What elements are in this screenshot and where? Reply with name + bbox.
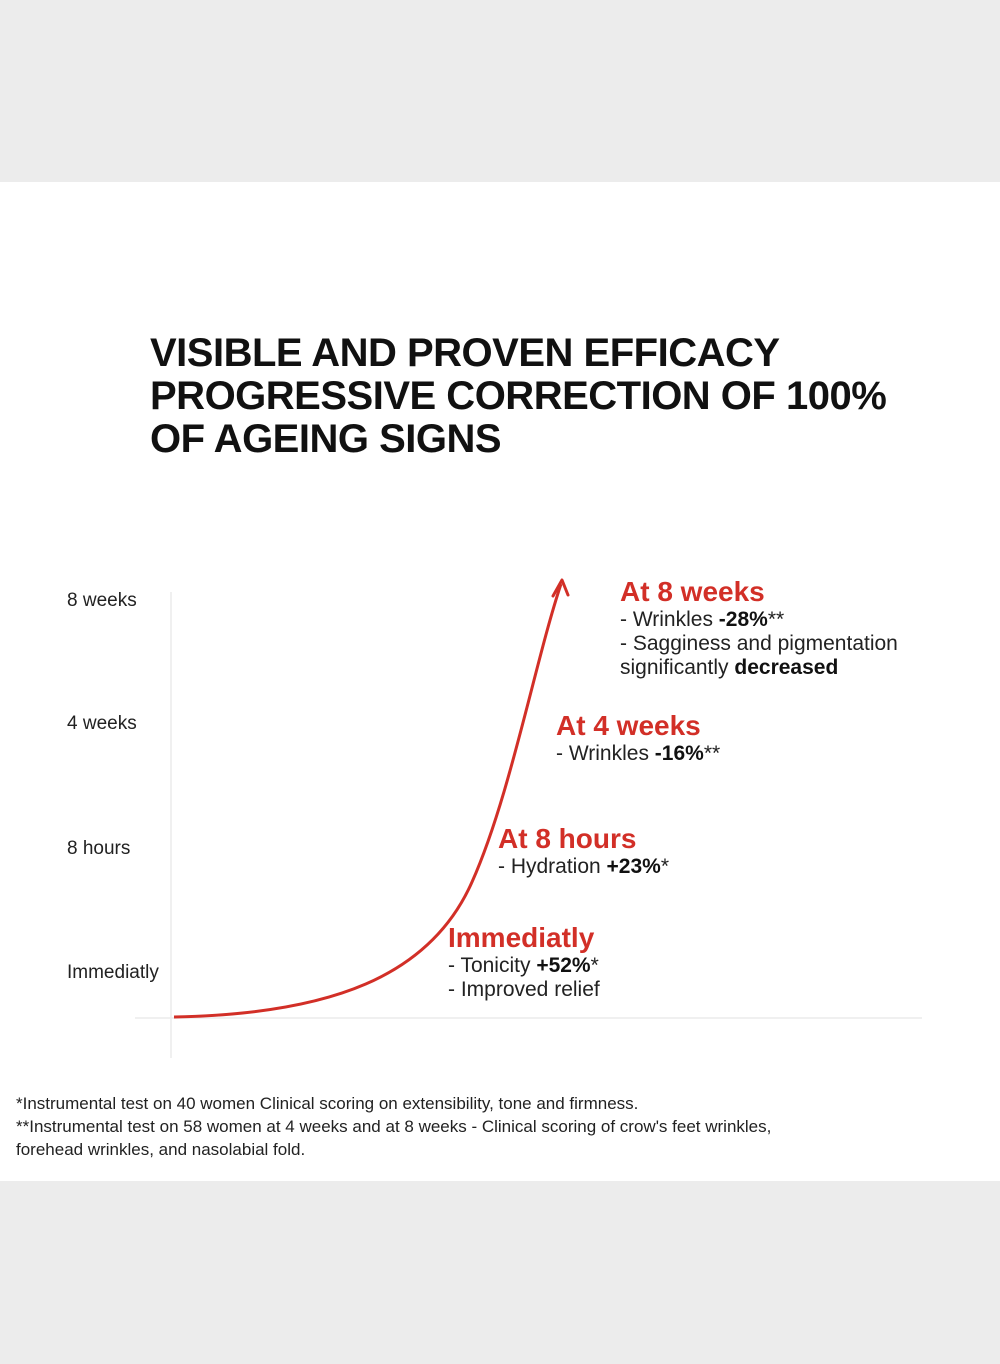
milestone-heading: At 4 weeks (556, 710, 701, 741)
progress-curve (173, 583, 563, 1019)
milestone-4-weeks: At 4 weeks - Wrinkles -16%** (556, 710, 720, 766)
title-line-2: PROGRESSIVE CORRECTION OF 100% (150, 374, 887, 418)
axis-label-4-weeks: 4 weeks (67, 713, 137, 734)
milestone-immediatly: Immediatly - Tonicity +52%* - Improved r… (448, 922, 600, 1002)
title-line-1: VISIBLE AND PROVEN EFFICACY (150, 331, 780, 375)
milestone-8-hours: At 8 hours - Hydration +23%* (498, 823, 669, 879)
axis-label-8-weeks: 8 weeks (67, 590, 137, 611)
milestone-line: - Hydration +23%* (498, 855, 670, 878)
milestone-line: - Wrinkles -28%** (620, 608, 785, 631)
footnote-3: forehead wrinkles, and nasolabial fold. (16, 1140, 306, 1159)
footnotes: *Instrumental test on 40 women Clinical … (16, 1092, 976, 1161)
infographic-card: VISIBLE AND PROVEN EFFICACY PROGRESSIVE … (0, 182, 1000, 1181)
title-line-3: OF AGEING SIGNS (150, 417, 502, 461)
milestone-line: - Tonicity +52%* (448, 954, 599, 977)
milestone-line: significantly decreased (620, 656, 839, 679)
axis-label-8-hours: 8 hours (67, 838, 131, 859)
milestone-heading: At 8 weeks (620, 576, 765, 607)
axis-label-immediatly: Immediatly (67, 962, 159, 983)
efficacy-chart (135, 578, 922, 1058)
footnote-2: **Instrumental test on 58 women at 4 wee… (16, 1117, 772, 1136)
page-title: VISIBLE AND PROVEN EFFICACY PROGRESSIVE … (150, 332, 950, 461)
curve-arrowhead (551, 578, 570, 598)
milestone-line: - Wrinkles -16%** (556, 742, 721, 765)
milestone-line: - Sagginess and pigmentation (620, 632, 898, 655)
milestone-heading: Immediatly (448, 922, 595, 953)
milestone-8-weeks: At 8 weeks - Wrinkles -28%** - Sagginess… (620, 576, 898, 680)
milestone-line: - Improved relief (448, 978, 600, 1001)
footnote-1: *Instrumental test on 40 women Clinical … (16, 1094, 639, 1113)
milestone-heading: At 8 hours (498, 823, 637, 854)
